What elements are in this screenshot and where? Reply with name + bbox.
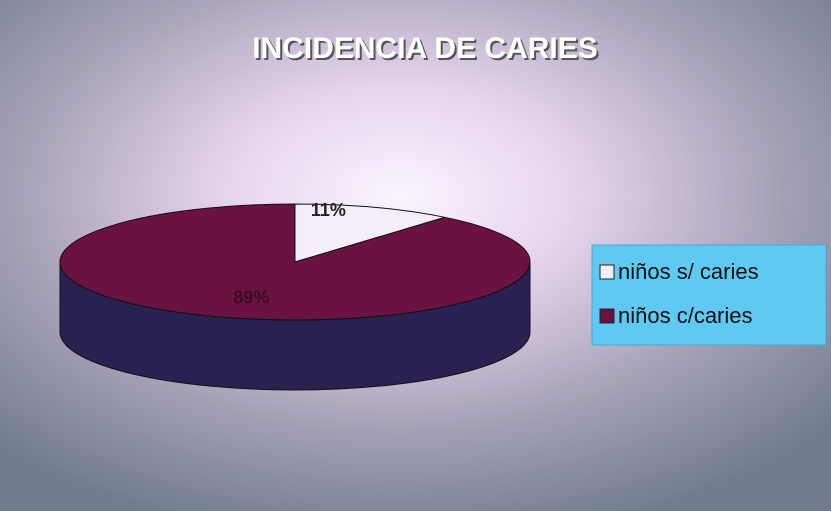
pie-slice — [59, 203, 531, 321]
chart-title: INCIDENCIA DE CARIES — [252, 32, 598, 65]
legend: niños s/ caries niños c/caries — [599, 259, 759, 328]
data-label: 89% — [233, 288, 269, 308]
legend-label: niños c/caries — [618, 303, 753, 328]
chart-title-shadow: INCIDENCIA DE CARIES — [254, 34, 600, 67]
legend-box — [591, 244, 827, 346]
data-label: 11% — [311, 200, 346, 220]
pie-slice — [294, 203, 445, 263]
legend-swatch — [599, 264, 615, 280]
legend-label: niños s/ caries — [618, 259, 759, 284]
legend-swatch — [599, 308, 615, 324]
pie: 11% 89% — [59, 200, 531, 391]
